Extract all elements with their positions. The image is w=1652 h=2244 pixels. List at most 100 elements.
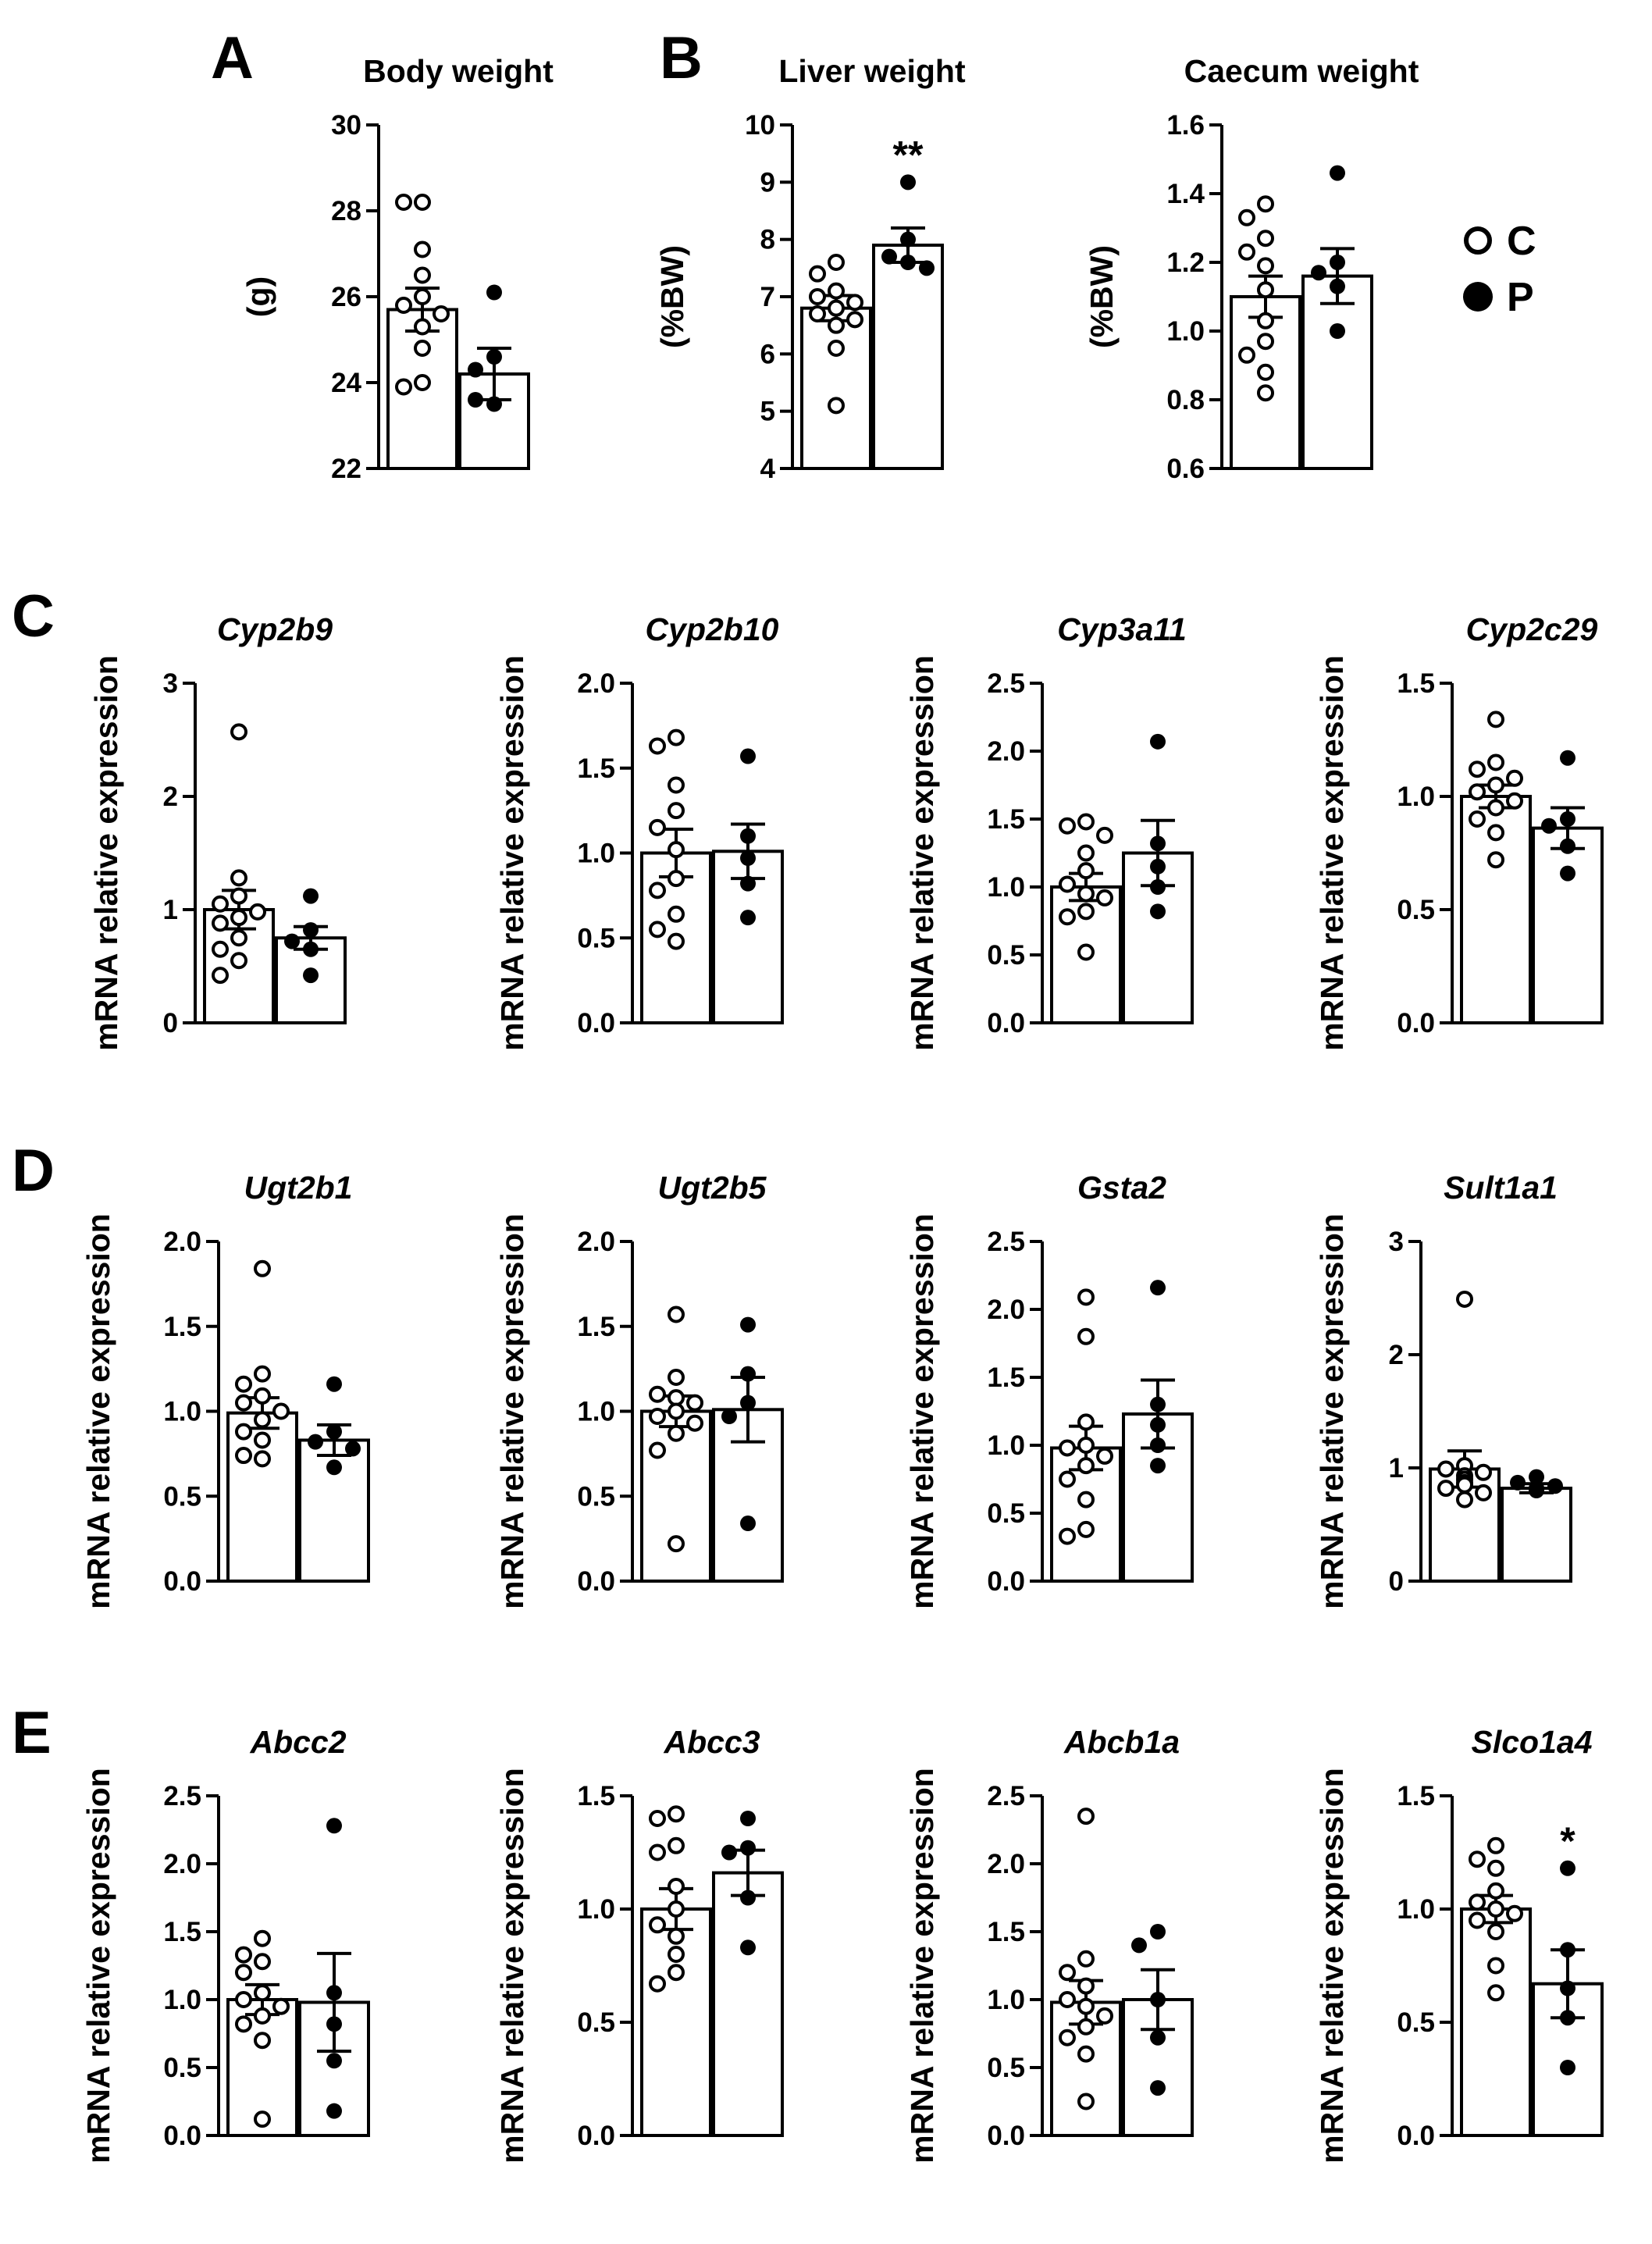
data-point-C xyxy=(649,1441,666,1459)
y-axis-label: mRNA relative expression xyxy=(904,1768,940,2164)
data-point-P xyxy=(900,174,916,191)
chart-ugt2b5: Ugt2b5 mRNA relative expression 0.0 0.5 1.0 1… xyxy=(494,1170,784,1609)
data-point-P xyxy=(1150,835,1166,852)
y-tick-label: 4 xyxy=(760,454,776,484)
data-point-C xyxy=(1469,810,1486,828)
panel-label-b: B xyxy=(660,25,703,91)
data-point-C xyxy=(1059,1527,1076,1545)
y-axis-label: (g) xyxy=(240,276,276,317)
data-point-C xyxy=(809,288,826,305)
data-point-C xyxy=(1475,1463,1492,1481)
y-tick-label: 0.5 xyxy=(163,1481,201,1512)
data-point-C xyxy=(846,294,863,312)
y-tick-label: 0.0 xyxy=(987,1008,1025,1038)
chart-title: Gsta2 xyxy=(1077,1170,1166,1206)
data-point-C xyxy=(1506,1904,1523,1922)
data-point-P xyxy=(1330,165,1345,181)
y-tick-label: 1 xyxy=(1389,1453,1404,1484)
data-point-C xyxy=(1096,826,1113,844)
data-point-P xyxy=(1560,1942,1575,1958)
data-point-P xyxy=(740,910,756,926)
data-point-P xyxy=(1150,1416,1166,1433)
data-point-C xyxy=(414,288,431,305)
data-point-P xyxy=(326,1459,342,1476)
data-point-P xyxy=(740,828,756,844)
y-tick-label: 1.0 xyxy=(577,1894,615,1925)
y-tick-label: 0.5 xyxy=(163,2053,201,2083)
chart-abcc2: Abcc2 mRNA relative expression 0.0 0.5 1.0 1.… xyxy=(80,1724,370,2164)
data-point-C xyxy=(809,265,826,283)
data-point-P xyxy=(303,922,319,939)
data-point-C xyxy=(1238,243,1255,261)
bar-P xyxy=(1301,274,1373,470)
legend-marker-control xyxy=(1464,226,1492,255)
data-point-P xyxy=(303,967,319,984)
data-point-C xyxy=(414,374,431,391)
y-tick-label: 2.0 xyxy=(577,1227,615,1257)
y-tick-label: 0.5 xyxy=(1397,895,1435,925)
data-point-C xyxy=(1487,1836,1504,1854)
y-tick-label: 0 xyxy=(1389,1566,1404,1597)
y-tick-label: 2.5 xyxy=(987,1781,1025,1811)
bar-C xyxy=(1460,1907,1532,2137)
data-point-C xyxy=(649,882,666,899)
data-point-C xyxy=(649,1408,666,1426)
data-point-C xyxy=(235,1375,252,1393)
data-point-P xyxy=(1529,1469,1544,1485)
data-point-C xyxy=(235,1964,252,1982)
data-point-C xyxy=(272,1997,290,2015)
y-tick-label: 26 xyxy=(331,282,361,312)
data-point-C xyxy=(235,1991,252,2008)
data-point-C xyxy=(1487,824,1504,842)
data-point-P xyxy=(881,248,897,265)
data-point-C xyxy=(254,1411,271,1429)
y-tick-label: 30 xyxy=(331,110,361,141)
data-point-P xyxy=(740,1394,756,1411)
y-axis-label: mRNA relative expression xyxy=(1314,1213,1350,1609)
data-point-P xyxy=(468,392,483,408)
data-point-P xyxy=(1150,903,1166,920)
panel-label-c: C xyxy=(12,583,55,650)
y-tick-label: 0.5 xyxy=(577,923,615,953)
chart-cyp2b10: Cyp2b10 mRNA relative expression 0.0 0.5 1.0… xyxy=(494,611,784,1051)
data-point-C xyxy=(1077,1288,1095,1306)
y-axis-label: mRNA relative expression xyxy=(80,1768,116,2164)
data-point-C xyxy=(235,1447,252,1465)
data-point-C xyxy=(668,1878,685,1895)
data-point-C xyxy=(1475,1484,1492,1501)
chart-gsta2: Gsta2 mRNA relative expression 0.0 0.5 1.0 1.… xyxy=(904,1170,1194,1609)
data-point-C xyxy=(668,1402,685,1420)
data-point-C xyxy=(414,240,431,258)
data-point-C xyxy=(235,1946,252,1964)
y-tick-label: 1.5 xyxy=(987,1362,1025,1393)
data-point-P xyxy=(1560,865,1575,882)
chart-cyp3a11: Cyp3a11 mRNA relative expression 0.0 0.5 1.0… xyxy=(904,611,1194,1051)
y-tick-label: 0 xyxy=(163,1008,178,1038)
data-point-C xyxy=(1469,1850,1486,1868)
data-point-P xyxy=(721,1409,737,1425)
data-point-C xyxy=(1487,851,1504,869)
data-point-C xyxy=(254,1387,271,1405)
y-tick-label: 0.0 xyxy=(577,1008,615,1038)
data-point-C xyxy=(1077,2093,1095,2110)
data-point-C xyxy=(828,340,845,357)
chart-title: Cyp2b9 xyxy=(217,611,333,647)
data-point-C xyxy=(828,397,845,415)
data-point-C xyxy=(1487,1859,1504,1877)
data-point-P xyxy=(740,1316,756,1333)
data-point-C xyxy=(1077,1997,1095,2015)
data-point-C xyxy=(212,895,229,913)
data-point-C xyxy=(668,728,685,746)
chart-title: Cyp2b10 xyxy=(646,611,779,647)
data-point-C xyxy=(668,932,685,950)
data-point-C xyxy=(1096,2007,1113,2025)
data-point-P xyxy=(740,850,756,867)
data-point-C xyxy=(1077,1437,1095,1454)
chart-title: Abcb1a xyxy=(1063,1724,1180,1760)
data-point-C xyxy=(230,952,247,970)
data-point-C xyxy=(254,1984,271,2002)
data-point-C xyxy=(828,299,845,317)
data-point-P xyxy=(1330,278,1345,294)
y-tick-label: 0.0 xyxy=(987,1566,1025,1597)
data-point-P xyxy=(486,396,502,412)
